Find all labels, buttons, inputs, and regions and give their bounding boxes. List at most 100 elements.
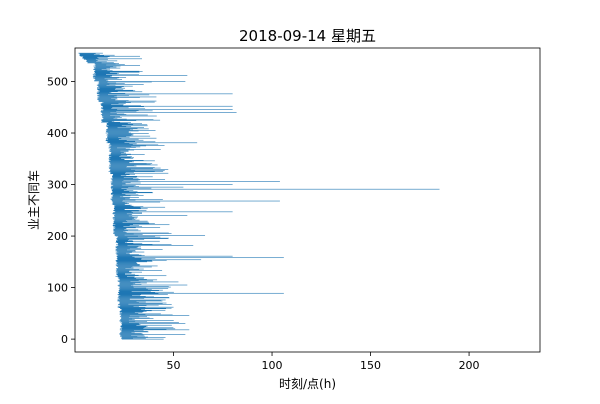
bar — [106, 138, 139, 140]
bar — [99, 87, 126, 89]
bar — [113, 221, 128, 222]
bar — [111, 186, 139, 187]
bar — [111, 189, 127, 190]
x-axis-label: 时刻/点(h) — [279, 377, 336, 391]
bar — [110, 144, 159, 146]
bar — [95, 66, 117, 68]
bar — [111, 199, 136, 201]
bar — [119, 333, 142, 334]
bar — [119, 301, 137, 302]
bar — [109, 143, 137, 145]
bar — [79, 55, 104, 57]
bar — [111, 190, 134, 192]
bar — [117, 276, 135, 278]
bar — [109, 146, 132, 147]
bar — [92, 76, 111, 77]
bar — [110, 183, 126, 184]
bar — [103, 117, 118, 119]
bar — [107, 135, 132, 136]
bar — [119, 288, 148, 290]
bar — [111, 180, 139, 182]
bar — [121, 337, 166, 338]
bar — [115, 260, 152, 262]
bar — [114, 212, 143, 214]
bar — [120, 287, 147, 289]
bar — [117, 299, 166, 301]
bar — [95, 77, 127, 78]
bar — [118, 307, 146, 308]
bar — [94, 63, 116, 65]
bar — [108, 133, 134, 135]
bar — [109, 167, 155, 168]
bar — [109, 164, 158, 166]
bar — [110, 186, 184, 188]
bar — [113, 219, 140, 221]
bar — [113, 210, 147, 211]
bar — [114, 208, 125, 210]
bar — [84, 58, 142, 60]
bar — [101, 115, 157, 117]
bar — [94, 68, 107, 69]
bar — [102, 116, 115, 118]
bar — [119, 278, 144, 279]
bar — [103, 118, 114, 119]
bar — [110, 172, 134, 173]
bar — [109, 156, 131, 158]
bar — [97, 95, 129, 96]
bar — [97, 91, 143, 93]
bar — [121, 331, 148, 332]
bar — [110, 166, 127, 167]
bar — [115, 228, 126, 229]
bar — [109, 158, 125, 160]
bar — [117, 254, 139, 255]
bar — [95, 64, 107, 66]
bar — [118, 266, 152, 268]
bar — [102, 105, 233, 107]
bar — [121, 332, 135, 334]
bar — [119, 328, 176, 330]
bar — [116, 241, 134, 243]
bar — [117, 257, 284, 259]
bar — [117, 298, 130, 300]
bar — [79, 54, 115, 56]
bar — [120, 319, 129, 321]
bar — [120, 325, 148, 327]
bar — [116, 252, 132, 253]
bar — [101, 119, 161, 121]
bar — [116, 240, 133, 242]
bar — [113, 222, 150, 224]
bar — [112, 191, 153, 193]
bar — [116, 250, 136, 251]
bar — [98, 96, 115, 97]
bar — [110, 169, 169, 170]
bar — [119, 329, 190, 331]
bar — [96, 88, 116, 90]
bar — [113, 232, 169, 234]
bar — [116, 273, 126, 274]
bar — [116, 246, 139, 247]
bar — [114, 206, 144, 207]
bar — [110, 188, 122, 189]
bar — [112, 201, 123, 202]
bar — [112, 203, 129, 204]
bar — [113, 173, 135, 175]
bar — [117, 267, 134, 269]
bar — [121, 324, 141, 325]
bar — [83, 59, 108, 60]
bar — [79, 53, 96, 54]
bar — [115, 226, 143, 228]
bar — [114, 206, 166, 208]
bar — [113, 230, 128, 231]
bar — [121, 321, 148, 322]
bar — [107, 128, 149, 130]
bar — [108, 150, 121, 152]
bar — [118, 291, 174, 293]
bar — [114, 235, 206, 236]
bar — [116, 255, 233, 257]
bar — [107, 130, 156, 131]
bar — [103, 106, 113, 108]
bar — [118, 292, 156, 294]
bar — [110, 150, 129, 151]
bar — [107, 141, 156, 143]
